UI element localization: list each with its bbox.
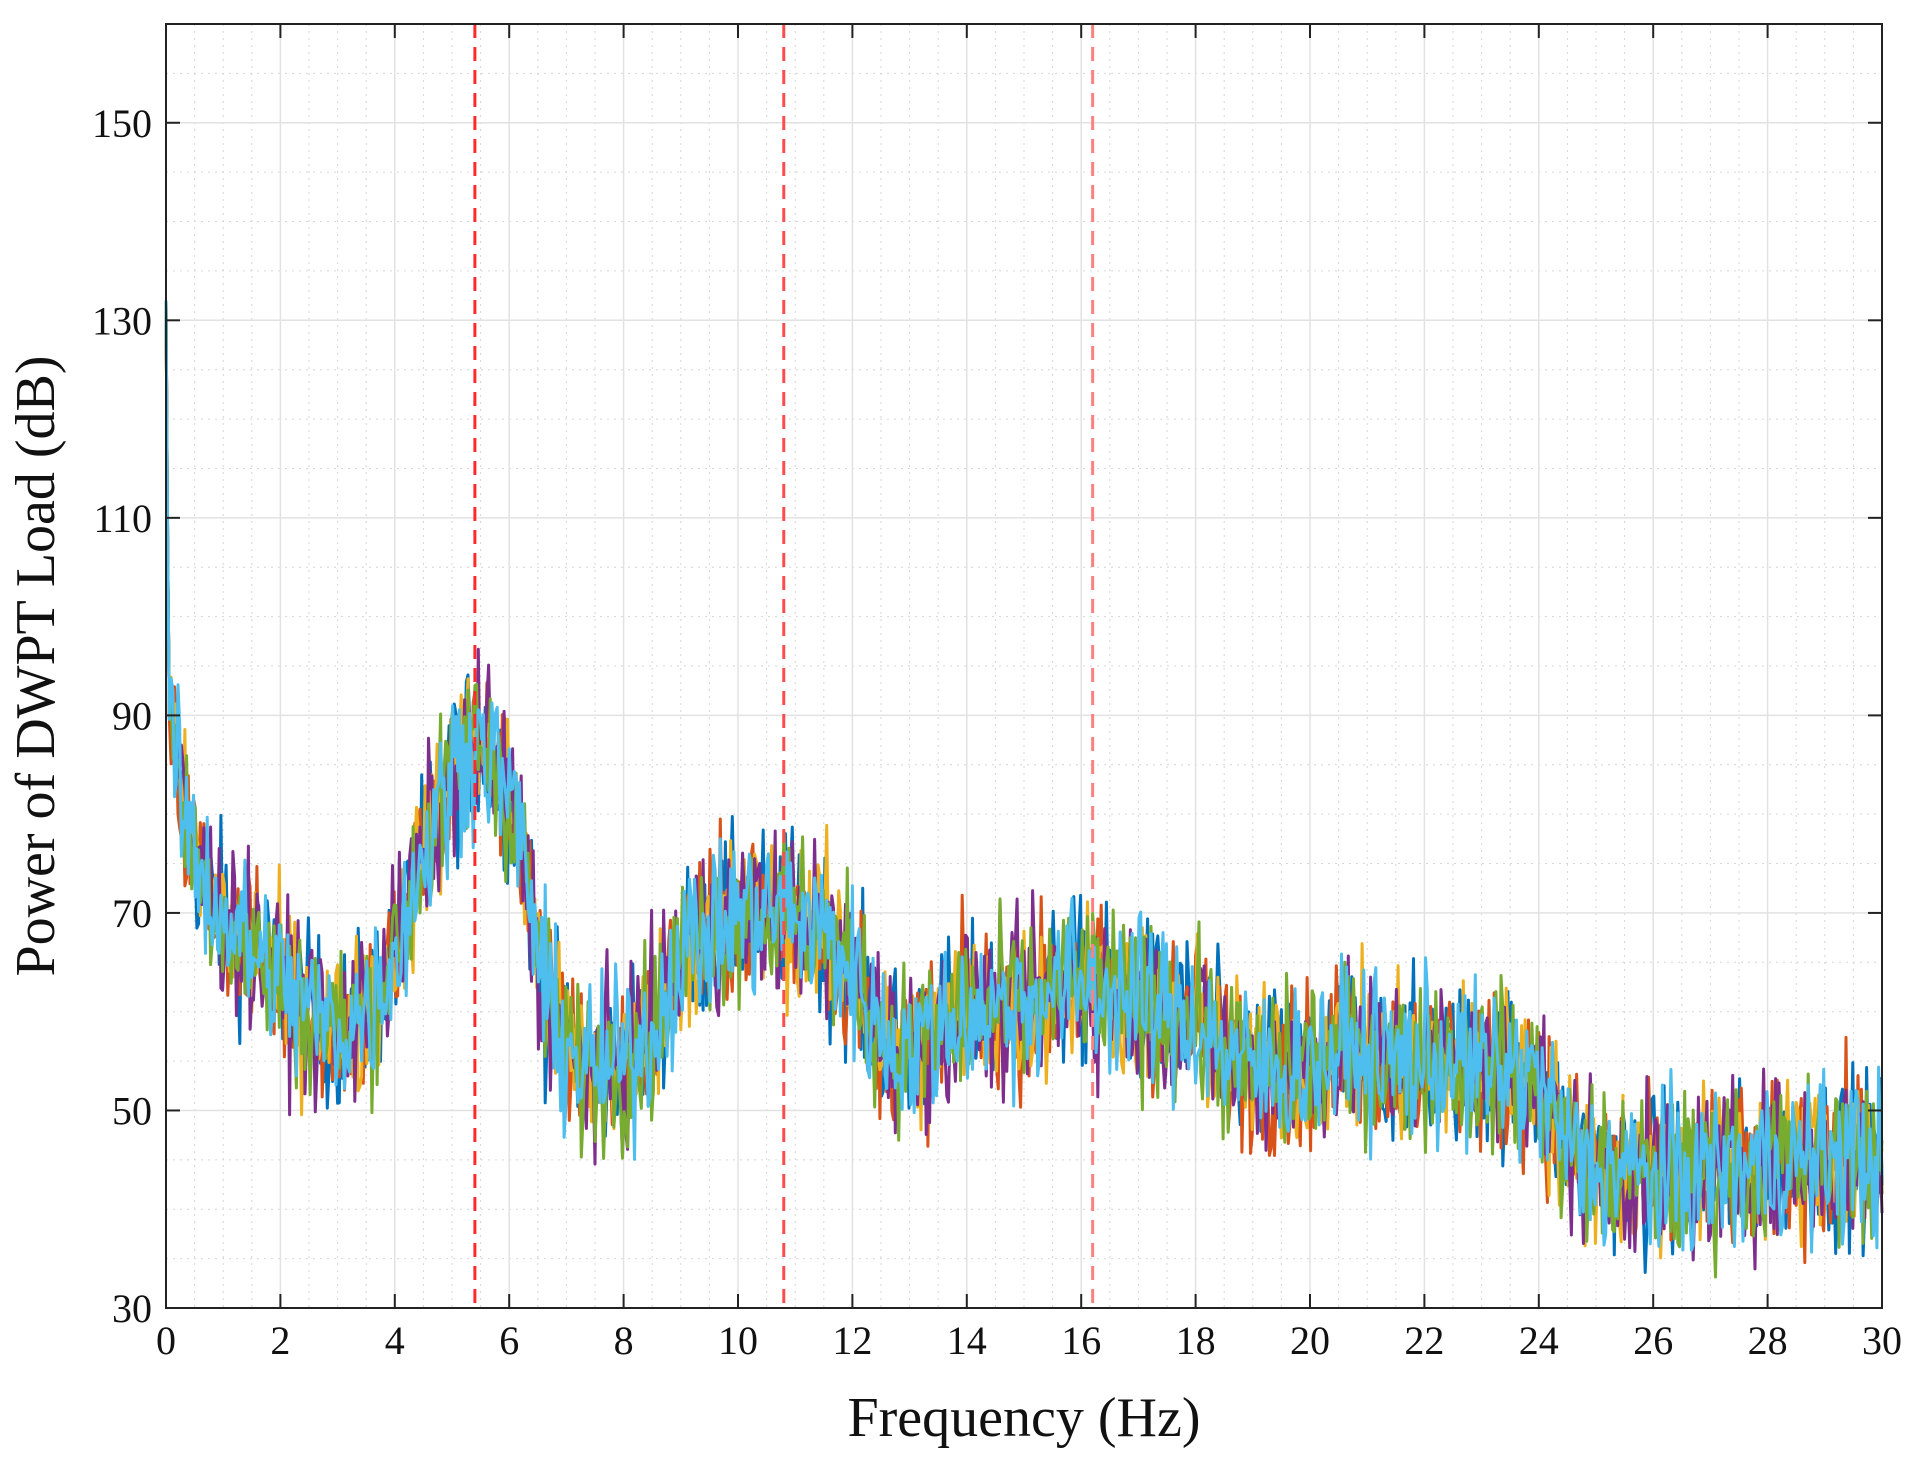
y-tick-label: 110 — [93, 496, 152, 541]
x-tick-label: 6 — [499, 1318, 519, 1363]
x-tick-label: 22 — [1404, 1318, 1444, 1363]
x-tick-label: 12 — [832, 1318, 872, 1363]
x-tick-label: 8 — [614, 1318, 634, 1363]
x-tick-label: 4 — [385, 1318, 405, 1363]
reference-lines — [473, 24, 1095, 1308]
y-tick-label: 70 — [112, 891, 152, 936]
x-tick-label: 18 — [1176, 1318, 1216, 1363]
x-tick-label: 10 — [718, 1318, 758, 1363]
y-axis-title: Power of DWPT Load (dB) — [5, 355, 67, 976]
x-tick-label: 20 — [1290, 1318, 1330, 1363]
x-axis-title: Frequency (Hz) — [848, 1387, 1201, 1449]
y-tick-label: 50 — [112, 1088, 152, 1133]
x-tick-label: 24 — [1519, 1318, 1559, 1363]
x-tick-label: 28 — [1748, 1318, 1788, 1363]
y-tick-label: 30 — [112, 1286, 152, 1331]
x-tick-label: 30 — [1862, 1318, 1902, 1363]
x-tick-label: 0 — [156, 1318, 176, 1363]
plot-frame — [165, 23, 1883, 1309]
tick-layer: 0 2 4 6 8 10 12 14 16 18 20 22 24 26 28 303050709011013… — [92, 24, 1902, 1363]
x-tick-label: 26 — [1633, 1318, 1673, 1363]
spectrum-series-6 — [164, 300, 1884, 1254]
y-tick-label: 130 — [92, 298, 152, 343]
series-layer — [164, 300, 1884, 1279]
x-tick-label: 2 — [270, 1318, 290, 1363]
x-tick-label: 16 — [1061, 1318, 1101, 1363]
y-tick-label: 90 — [112, 693, 152, 738]
x-tick-label: 14 — [947, 1318, 987, 1363]
y-tick-label: 150 — [92, 101, 152, 146]
